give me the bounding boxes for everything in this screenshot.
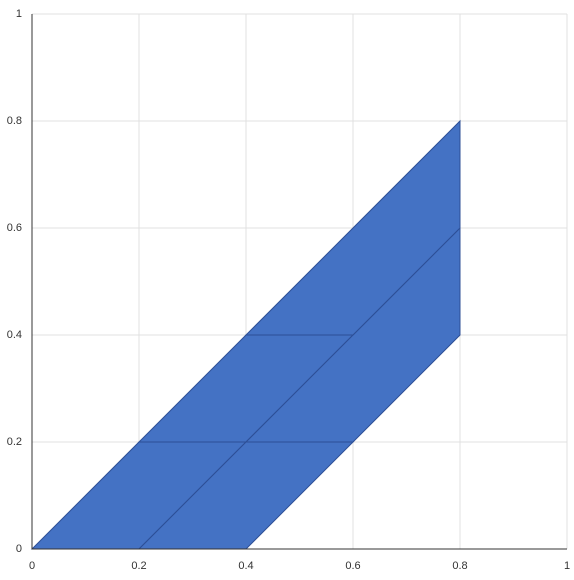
y-tick-label: 0.8	[7, 115, 22, 127]
polygon	[244, 119, 461, 336]
x-tick-label: 0.4	[238, 560, 253, 572]
x-tick-label: 0	[29, 560, 35, 572]
y-tick-label: 1	[16, 8, 22, 20]
y-tick-label: 0.6	[7, 222, 22, 234]
x-tick-label: 0.2	[131, 560, 146, 572]
y-tick-label: 0	[16, 543, 22, 555]
x-tick-label: 1	[564, 560, 570, 572]
x-tick-label: 0.8	[452, 560, 467, 572]
x-tick-label: 0.6	[345, 560, 360, 572]
y-tick-label: 0.2	[7, 436, 22, 448]
y-tick-label: 0.4	[7, 329, 22, 341]
